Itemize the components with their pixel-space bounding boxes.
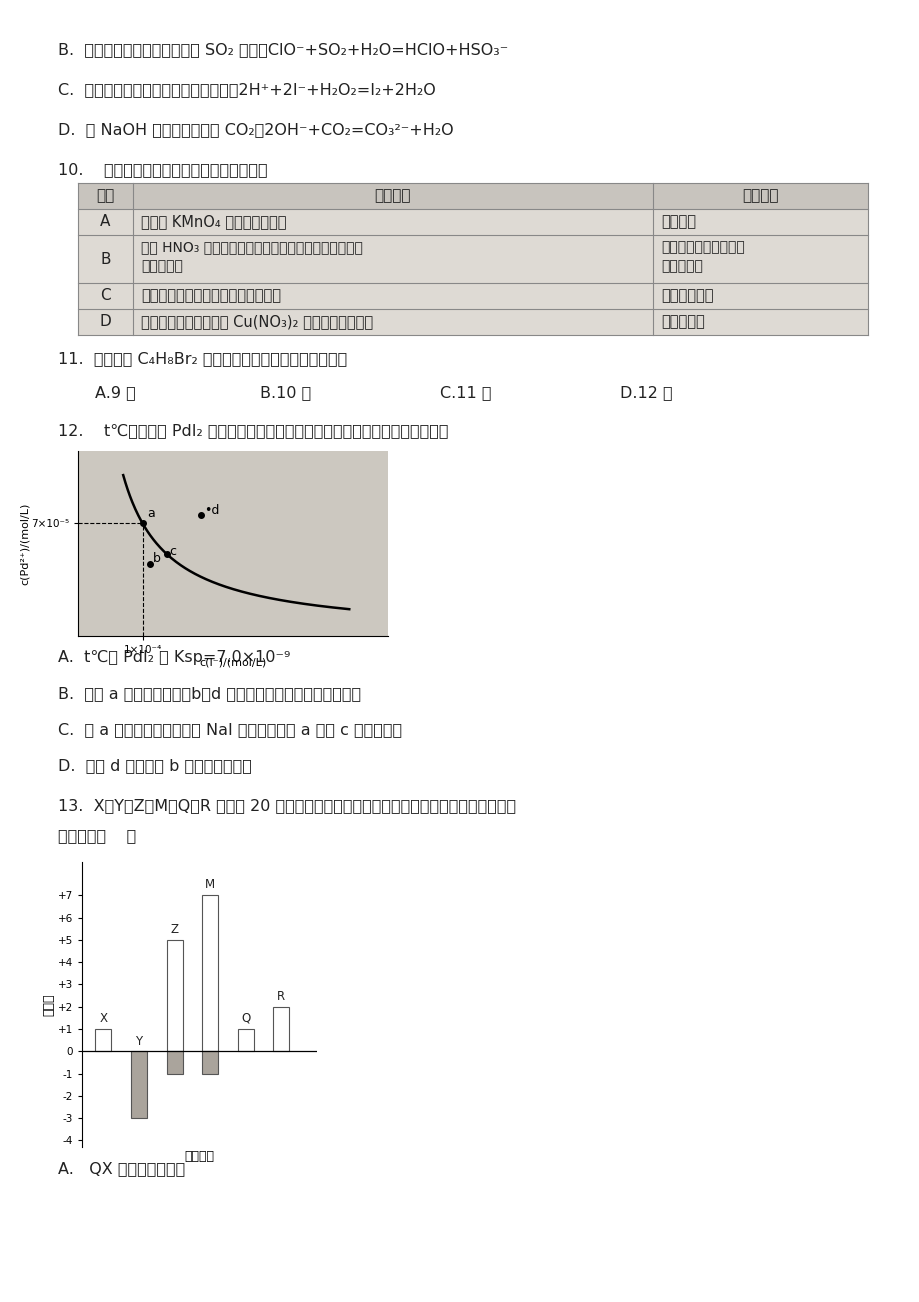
Text: D.  向 NaOH 溶液中通入过量 CO₂：2OH⁻+CO₂=CO₃²⁻+H₂O: D. 向 NaOH 溶液中通入过量 CO₂：2OH⁻+CO₂=CO₃²⁻+H₂O — [58, 122, 453, 137]
Text: 铜逐渐溶解: 铜逐渐溶解 — [660, 315, 704, 329]
Text: A.  t℃时 PdI₂ 的 Ksp=7.0×10⁻⁹: A. t℃时 PdI₂ 的 Ksp=7.0×10⁻⁹ — [58, 650, 290, 665]
Y-axis label: c(Pd²⁺)/(mol/L): c(Pd²⁺)/(mol/L) — [19, 503, 29, 585]
Text: a: a — [148, 506, 155, 519]
Bar — [130, 1051, 147, 1118]
Text: 13.  X、Y、Z、M、Q、R 皆为前 20 号元素，其原子半径与化合价的关系如图所示。下列说法: 13. X、Y、Z、M、Q、R 皆为前 20 号元素，其原子半径与化合价的关系如… — [58, 798, 516, 812]
Text: R: R — [277, 990, 285, 1003]
Text: B.  向次氯酸钠溶液中通入足量 SO₂ 气体：ClO⁻+SO₂+H₂O=HClO+HSO₃⁻: B. 向次氯酸钠溶液中通入足量 SO₂ 气体：ClO⁻+SO₂+H₂O=HClO… — [58, 42, 507, 57]
Text: 10.    下列实验现象与实验操作不相匹配的是: 10. 下列实验现象与实验操作不相匹配的是 — [58, 161, 267, 177]
Text: X: X — [99, 1012, 108, 1025]
Bar — [202, 896, 218, 1051]
Text: A.9 种: A.9 种 — [95, 385, 136, 400]
Bar — [78, 184, 867, 210]
Bar — [166, 1051, 182, 1074]
Text: B: B — [100, 251, 110, 267]
Text: D.  要使 d 点移动到 b 点可以降低温度: D. 要使 d 点移动到 b 点可以降低温度 — [58, 758, 252, 773]
Text: 错误的是（    ）: 错误的是（ ） — [58, 828, 136, 842]
Bar — [273, 1006, 289, 1051]
Text: 向试管底部有少量铜的 Cu(NO₃)₂ 溶液中加入稀硫酸: 向试管底部有少量铜的 Cu(NO₃)₂ 溶液中加入稀硫酸 — [141, 315, 373, 329]
Text: 向酸性 KMnO₄ 溶液中滴加乙醇: 向酸性 KMnO₄ 溶液中滴加乙醇 — [141, 214, 286, 229]
Text: 向稀溴水中加入苯，充分振荡，静置: 向稀溴水中加入苯，充分振荡，静置 — [141, 289, 280, 303]
Text: C.11 种: C.11 种 — [439, 385, 491, 400]
Text: 实验操作: 实验操作 — [374, 189, 411, 203]
Text: 有红棕色气体产生，石
灰水变浑浊: 有红棕色气体产生，石 灰水变浑浊 — [660, 240, 744, 273]
Text: A.   QX 中只存在离子键: A. QX 中只存在离子键 — [58, 1161, 185, 1176]
Text: c: c — [169, 546, 176, 559]
X-axis label: c(I⁻)/(mol/L): c(I⁻)/(mol/L) — [199, 658, 267, 668]
Bar — [78, 234, 867, 283]
Text: b: b — [153, 552, 161, 565]
Text: C.  碘化钾溶液酸化后加入少量双氧水：2H⁺+2I⁻+H₂O₂=I₂+2H₂O: C. 碘化钾溶液酸化后加入少量双氧水：2H⁺+2I⁻+H₂O₂=I₂+2H₂O — [58, 82, 436, 98]
Text: B.10 种: B.10 种 — [260, 385, 311, 400]
Y-axis label: 化合价: 化合价 — [42, 993, 55, 1016]
Bar — [78, 210, 867, 234]
Text: D: D — [99, 315, 111, 329]
Text: B.  图中 a 点是饱和溶液，b、d 两点对应的溶液都是不饱和溶液: B. 图中 a 点是饱和溶液，b、d 两点对应的溶液都是不饱和溶液 — [58, 686, 361, 700]
Text: •d: •d — [204, 504, 220, 517]
Bar — [78, 283, 867, 309]
Text: M: M — [205, 879, 215, 892]
X-axis label: 原子半径: 原子半径 — [185, 1150, 214, 1163]
Text: 11.  分子式为 C₄H₈Br₂ 的有机物共有（不考虑立体异构）: 11. 分子式为 C₄H₈Br₂ 的有机物共有（不考虑立体异构） — [58, 352, 346, 366]
Text: 向浓 HNO₃ 中加入炭粉并加热，产生的气体通入少量澄
清石灰水中: 向浓 HNO₃ 中加入炭粉并加热，产生的气体通入少量澄 清石灰水中 — [141, 240, 362, 273]
Text: Q: Q — [241, 1012, 250, 1025]
Bar — [96, 1029, 111, 1051]
Bar — [78, 309, 867, 335]
Text: 选项: 选项 — [96, 189, 115, 203]
Text: D.12 种: D.12 种 — [619, 385, 672, 400]
Bar — [202, 1051, 218, 1074]
Bar — [166, 940, 182, 1051]
Text: C.  向 a 点的溶液中加入少量 NaI 固体，溶液由 a 点向 c 点方向移动: C. 向 a 点的溶液中加入少量 NaI 固体，溶液由 a 点向 c 点方向移动 — [58, 723, 402, 737]
Text: Z: Z — [170, 923, 178, 936]
Text: 溶液褪色: 溶液褪色 — [660, 215, 696, 229]
Text: 实验现象: 实验现象 — [742, 189, 777, 203]
Text: 水层几乎无色: 水层几乎无色 — [660, 289, 713, 303]
Text: 12.    t℃时，已知 PdI₂ 在水中的沉淀溶解平衡曲线如图所示，下列说法正确的是: 12. t℃时，已知 PdI₂ 在水中的沉淀溶解平衡曲线如图所示，下列说法正确的… — [58, 423, 448, 437]
Text: C: C — [100, 289, 110, 303]
Bar — [237, 1029, 254, 1051]
Text: Y: Y — [135, 1035, 142, 1048]
Text: A: A — [100, 215, 110, 229]
